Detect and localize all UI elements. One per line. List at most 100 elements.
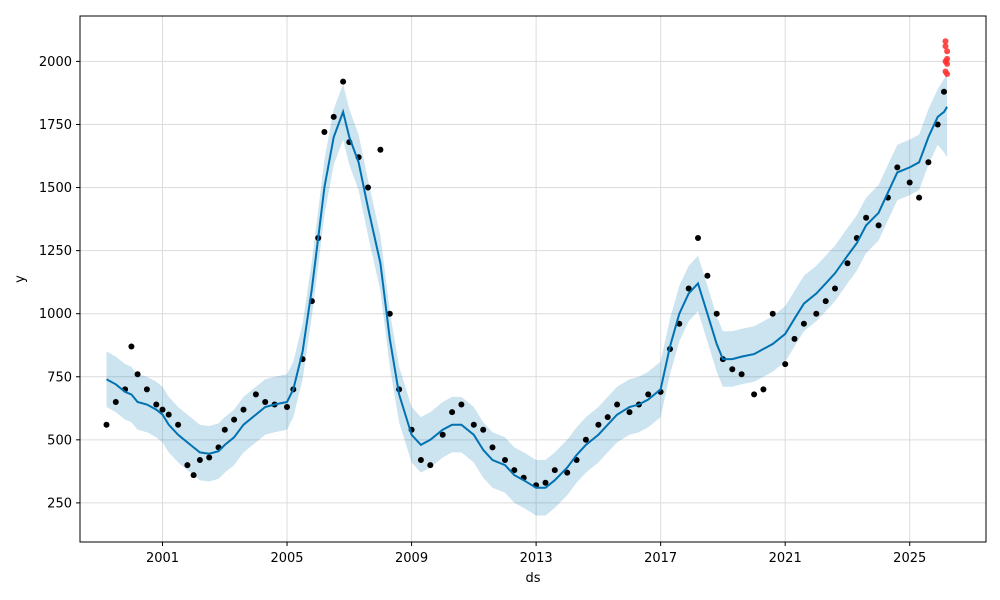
observed-point	[604, 414, 611, 421]
uncertainty-area	[106, 74, 948, 516]
uncertainty-band	[106, 74, 948, 516]
observed-point	[190, 472, 197, 479]
observed-point	[321, 129, 328, 135]
observed-point	[511, 467, 518, 474]
observed-point	[704, 272, 711, 279]
observed-point	[729, 366, 736, 373]
observed-point	[206, 454, 213, 461]
observed-point	[330, 113, 337, 120]
test-point	[942, 43, 949, 50]
observed-point	[863, 214, 870, 221]
observed-point	[564, 469, 571, 476]
observed-point	[427, 462, 434, 469]
observed-point	[695, 235, 701, 241]
observed-point	[760, 386, 767, 393]
observed-point	[262, 399, 269, 405]
x-axis-label: ds	[525, 571, 540, 586]
y-tick-label: 750	[47, 370, 72, 385]
observed-point	[143, 386, 150, 393]
observed-point	[439, 431, 446, 438]
test-points	[942, 38, 951, 77]
observed-point	[502, 457, 508, 463]
observed-point	[769, 310, 776, 317]
y-tick-label: 1500	[39, 181, 72, 196]
observed-point	[751, 391, 758, 398]
observed-point	[894, 164, 901, 171]
observed-point	[386, 310, 393, 317]
observed-point	[449, 409, 456, 416]
observed-point	[103, 421, 110, 428]
observed-point	[153, 401, 160, 408]
observed-point	[221, 426, 228, 433]
observed-point	[165, 411, 172, 418]
observed-point	[800, 320, 807, 327]
observed-point	[738, 371, 745, 378]
test-point	[942, 38, 949, 45]
observed-point	[240, 406, 247, 413]
y-tick-label: 1250	[39, 244, 72, 259]
x-tick-label: 2009	[395, 551, 428, 566]
observed-point	[916, 194, 923, 201]
observed-point	[480, 426, 487, 433]
observed-point	[782, 361, 789, 368]
forecast-line	[106, 106, 948, 489]
observed-point	[542, 479, 549, 486]
x-tick-label: 2025	[893, 551, 926, 566]
observed-point	[626, 409, 633, 416]
observed-point	[551, 467, 558, 474]
observed-point	[813, 310, 820, 317]
observed-point	[134, 371, 141, 378]
observed-point	[128, 343, 135, 350]
observed-point	[284, 404, 290, 410]
observed-point	[489, 444, 496, 451]
y-tick-label: 1000	[39, 307, 72, 322]
observed-point	[844, 260, 851, 267]
observed-point	[417, 457, 424, 463]
observed-point	[925, 159, 932, 166]
observed-point	[941, 88, 947, 95]
observed-point	[906, 179, 913, 186]
x-tick-label: 2005	[270, 551, 303, 566]
observed-point	[582, 436, 589, 443]
y-axis-label: y	[13, 275, 28, 283]
x-tick-label: 2013	[520, 551, 553, 566]
x-tick-label: 2001	[146, 551, 179, 566]
observed-point	[791, 335, 798, 342]
observed-point	[196, 457, 203, 463]
observed-point	[875, 222, 882, 229]
forecast-path	[106, 106, 948, 489]
observed-point	[252, 391, 259, 398]
y-tick-label: 2000	[39, 55, 72, 70]
test-point	[944, 48, 951, 55]
observed-point	[112, 399, 119, 405]
observed-point	[832, 285, 838, 292]
observed-point	[159, 406, 166, 413]
observed-point	[822, 298, 829, 305]
observed-point	[934, 121, 941, 128]
y-tick-label: 1750	[39, 118, 72, 133]
plot-frame	[79, 15, 987, 543]
test-point	[944, 60, 951, 67]
observed-point	[470, 421, 477, 428]
y-tick-label: 250	[47, 496, 72, 511]
observed-point	[377, 146, 384, 153]
observed-point	[595, 421, 602, 428]
x-axis: 2001 2005 2009 2013 2017 2021 2025	[146, 542, 926, 566]
observed-point	[458, 401, 465, 408]
test-point	[944, 71, 951, 77]
observed-point	[614, 401, 621, 408]
y-axis: 250 500 750 1000 1250 1500 1750 2000	[39, 55, 80, 511]
observed-point	[231, 416, 238, 423]
observed-point	[365, 184, 371, 191]
observed-point	[645, 391, 652, 398]
grid	[80, 16, 986, 542]
observed-point	[175, 421, 182, 428]
observed-point	[184, 462, 191, 469]
x-tick-label: 2017	[644, 551, 677, 566]
y-tick-label: 500	[47, 433, 72, 448]
observed-point	[713, 310, 720, 317]
observed-point	[340, 78, 347, 85]
x-tick-label: 2021	[769, 551, 802, 566]
observed-point	[685, 285, 692, 292]
